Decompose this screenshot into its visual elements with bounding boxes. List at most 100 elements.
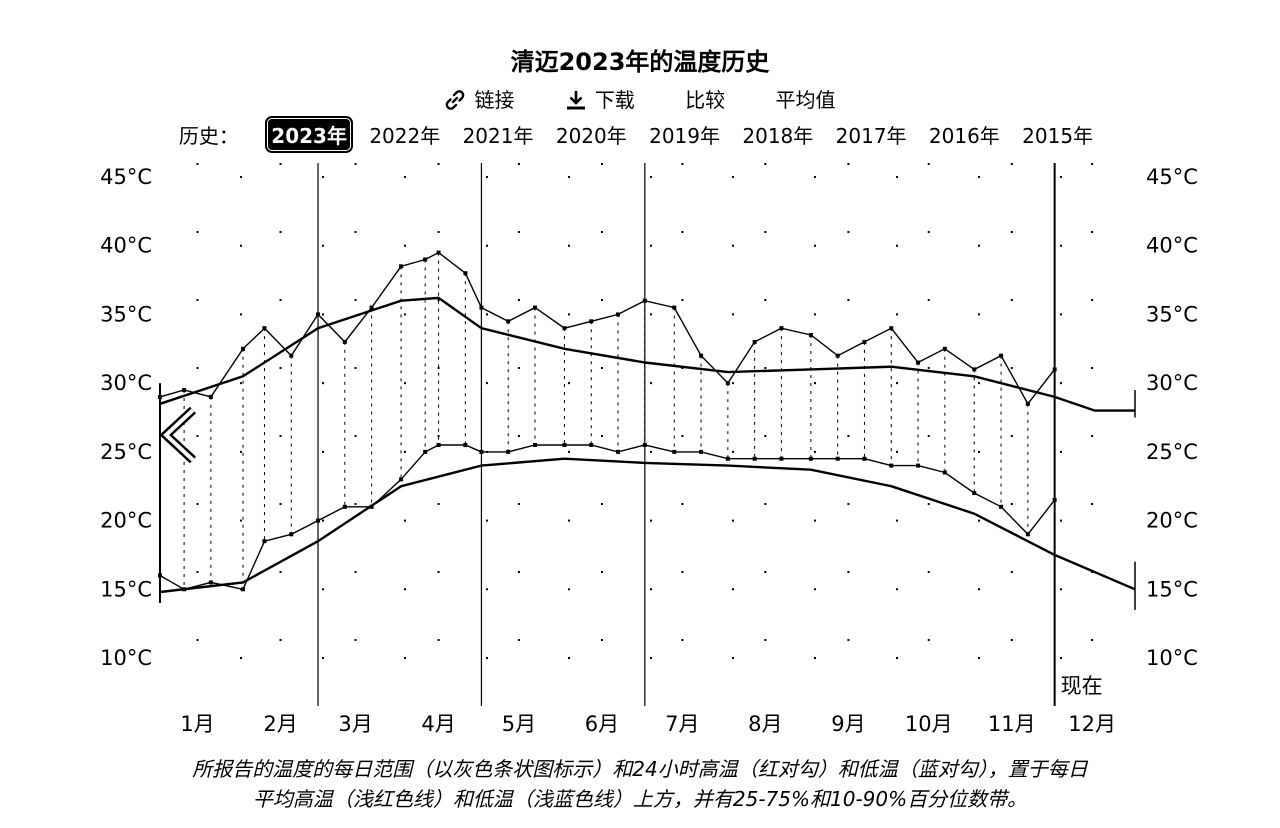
daily-low-point	[423, 449, 428, 454]
daily-low-point	[289, 532, 294, 537]
daily-low-point	[808, 456, 813, 461]
y-tick-label-right: 15°C	[1146, 577, 1198, 601]
daily-high-point	[241, 346, 246, 351]
average-button[interactable]: 平均值	[775, 88, 836, 112]
y-tick-label-left: 30°C	[100, 371, 152, 395]
year-tab-2020[interactable]: 2020年	[555, 124, 627, 148]
daily-high-point	[289, 353, 294, 358]
daily-high-point	[562, 326, 567, 331]
daily-high-point	[699, 353, 704, 358]
daily-low-point	[342, 504, 347, 509]
daily-high-point	[369, 305, 374, 310]
daily-low-point	[562, 442, 567, 447]
x-tick-label: 4月	[421, 712, 455, 736]
y-tick-label-right: 35°C	[1146, 302, 1198, 326]
link-icon	[444, 88, 466, 112]
y-tick-label-left: 40°C	[100, 234, 152, 258]
x-tick-label: 10月	[905, 712, 953, 736]
temperature-chart: 45°C 45°C 40°C 40°C 35°C 35°C 30°C 30°C 25°C 25°C…	[100, 163, 1198, 736]
daily-high-point	[835, 353, 840, 358]
link-button[interactable]: 链接	[444, 84, 514, 113]
daily-high-point	[889, 326, 894, 331]
daily-low-point	[942, 470, 947, 475]
daily-high-point	[182, 388, 187, 393]
daily-low-point	[835, 456, 840, 461]
daily-high-point	[725, 381, 730, 386]
daily-high-point	[752, 339, 757, 344]
daily-low-point	[208, 580, 213, 585]
series-layer	[158, 250, 1136, 610]
year-tab-2021[interactable]: 2021年	[462, 124, 534, 148]
daily-low-point	[752, 456, 757, 461]
average-high-line	[159, 296, 1135, 412]
daily-high-point	[916, 360, 921, 365]
chart-actions: 链接 下载 比较 平均值	[0, 84, 1280, 113]
y-tick-label-right: 45°C	[1146, 165, 1198, 189]
year-tab-2023[interactable]: 2023年	[265, 116, 353, 153]
daily-high-line	[159, 251, 1056, 406]
download-button[interactable]: 下载	[565, 84, 635, 113]
x-tick-label: 12月	[1068, 712, 1116, 736]
daily-high-point	[808, 333, 813, 338]
daily-high-point	[942, 346, 947, 351]
compare-button[interactable]: 比较	[685, 88, 726, 112]
daily-high-point	[616, 312, 621, 317]
x-tick-label: 7月	[665, 712, 699, 736]
daily-high-point	[262, 326, 267, 331]
daily-low-point	[672, 449, 677, 454]
page-title: 清迈2023年的温度历史	[510, 48, 770, 76]
caption-line-2: 平均高温（浅红色线）和低温（浅蓝色线）上方，并有25-75%和10-90%百分位…	[252, 787, 1028, 811]
daily-low-point	[262, 539, 267, 544]
daily-high-point	[589, 319, 594, 324]
x-tick-label: 3月	[338, 712, 372, 736]
daily-low-point	[616, 449, 621, 454]
daily-high-point	[862, 339, 867, 344]
daily-low-point	[999, 504, 1004, 509]
y-tick-label-left: 20°C	[100, 509, 152, 533]
y-tick-label-left: 35°C	[100, 302, 152, 326]
year-tab-2015[interactable]: 2015年	[1022, 124, 1094, 148]
daily-high-point	[779, 326, 784, 331]
y-tick-label-right: 40°C	[1146, 234, 1198, 258]
year-tab-2016[interactable]: 2016年	[928, 124, 1000, 148]
year-tab-2019[interactable]: 2019年	[649, 124, 721, 148]
y-tick-label-left: 10°C	[100, 646, 152, 670]
history-year-selector: 历史： 2023年 2022年 2021年 2020年 2019年 2018年 …	[0, 116, 1280, 153]
y-tick-label-right: 20°C	[1146, 509, 1198, 533]
x-tick-label: 8月	[748, 712, 782, 736]
daily-high-point	[999, 353, 1004, 358]
daily-low-point	[725, 456, 730, 461]
daily-high-point	[1025, 401, 1030, 406]
year-tab-2022[interactable]: 2022年	[369, 124, 441, 148]
x-axis: 1月 2月 3月 4月 5月 6月 7月 8月 9月 10月 11月 12月	[180, 712, 1116, 736]
x-tick-label: 6月	[585, 712, 619, 736]
x-tick-label: 2月	[263, 712, 297, 736]
daily-high-point	[479, 305, 484, 310]
daily-low-point	[479, 449, 484, 454]
grid	[160, 163, 1135, 706]
daily-low-point	[699, 449, 704, 454]
daily-high-point	[672, 305, 677, 310]
y-tick-label-right: 30°C	[1146, 371, 1198, 395]
daily-low-point	[436, 442, 441, 447]
daily-high-point	[423, 257, 428, 262]
daily-low-line	[159, 444, 1056, 591]
daily-low-point	[889, 463, 894, 468]
daily-high-point	[399, 264, 404, 269]
chevron-left-icon[interactable]	[159, 406, 197, 464]
caption-line-1: 所报告的温度的每日范围（以灰色条状图标示）和24小时高温（红对勾）和低温（蓝对勾…	[192, 757, 1088, 781]
y-tick-label-left: 15°C	[100, 577, 152, 601]
daily-low-point	[1025, 532, 1030, 537]
now-label: 现在	[1061, 674, 1103, 698]
daily-high-point	[533, 305, 537, 310]
x-tick-label: 9月	[831, 712, 865, 736]
year-tab-2017[interactable]: 2017年	[835, 124, 907, 148]
daily-low-point	[642, 442, 647, 447]
x-tick-label: 11月	[988, 712, 1036, 736]
y-tick-label-right: 25°C	[1146, 440, 1198, 464]
download-label: 下载	[594, 88, 635, 112]
daily-high-point	[463, 271, 468, 276]
year-tab-2018[interactable]: 2018年	[742, 124, 814, 148]
y-tick-label-left: 25°C	[100, 440, 152, 464]
daily-high-point	[436, 250, 441, 255]
